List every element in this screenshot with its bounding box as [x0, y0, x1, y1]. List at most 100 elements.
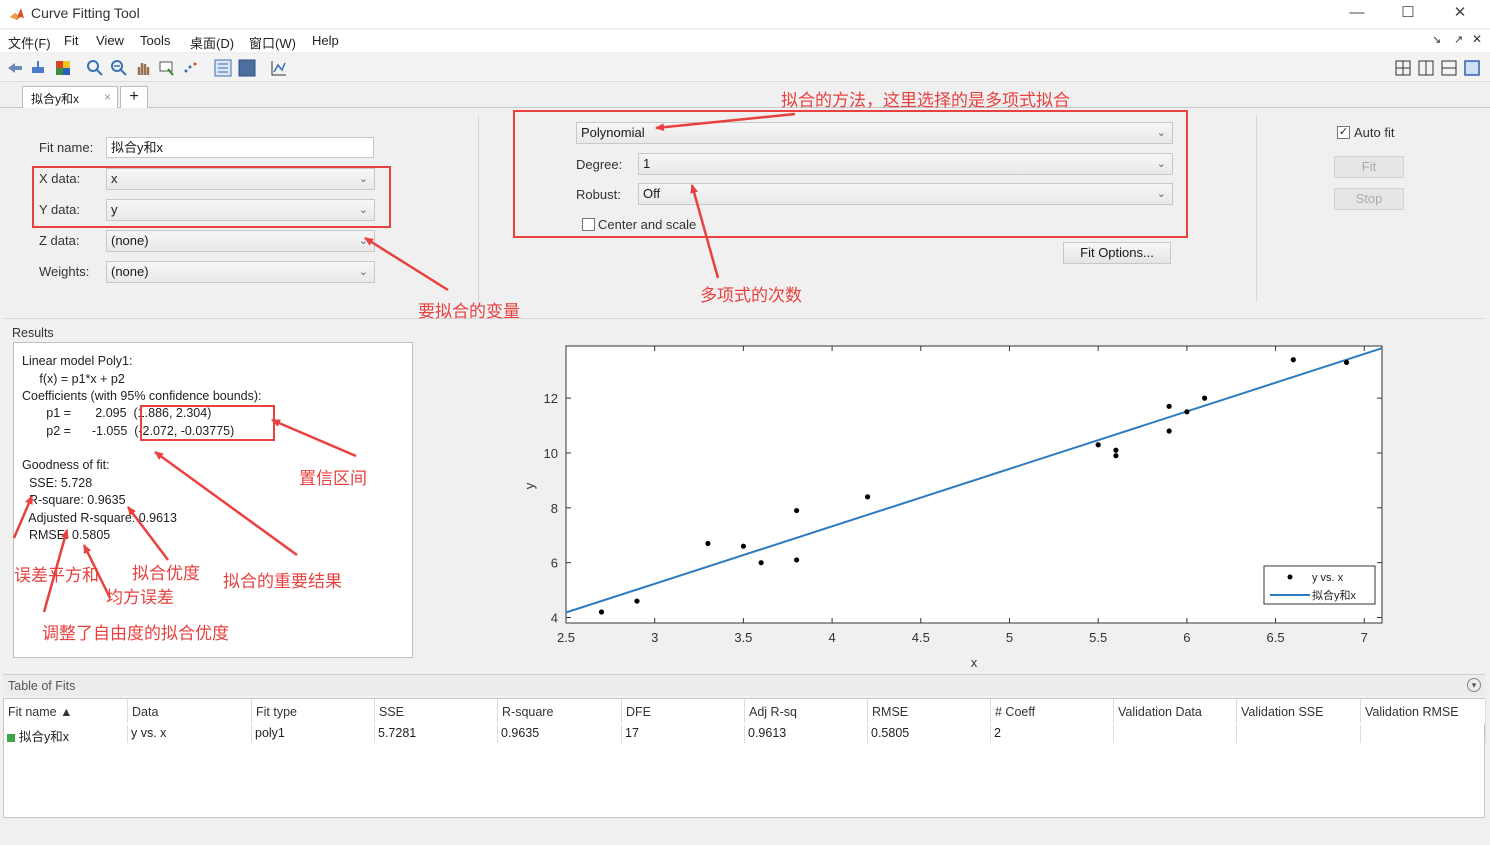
results-line: f(x) = p1*x + p2: [22, 372, 125, 386]
data-point: [705, 540, 711, 547]
main-plot-icon[interactable]: [214, 59, 232, 77]
colormap-icon[interactable]: [54, 59, 72, 77]
annotation-method: 拟合的方法，这里选择的是多项式拟合: [781, 91, 1070, 111]
close-button[interactable]: ✕: [1453, 4, 1467, 21]
y-axis-ticks: 4 6 8 10 12: [544, 391, 1382, 626]
fit-button[interactable]: Fit: [1334, 156, 1404, 178]
annotation-sse: 误差平方和: [14, 566, 99, 586]
table-cell: [1114, 725, 1237, 743]
exclude-outliers-icon[interactable]: [182, 59, 200, 77]
stop-button[interactable]: Stop: [1334, 188, 1404, 210]
toolbar: [0, 54, 1490, 82]
menu-view[interactable]: View: [96, 33, 124, 48]
annotation-variables: 要拟合的变量: [418, 302, 520, 322]
data-point: [1095, 442, 1101, 448]
section-divider: [3, 318, 1485, 319]
table-cell-fit-name[interactable]: 拟合y和x: [4, 725, 128, 744]
data-point: [794, 507, 800, 514]
tab-fit-y-x[interactable]: 拟合y和x ×: [22, 86, 118, 108]
z-data-label: Z data:: [39, 233, 80, 248]
data-point: [864, 494, 871, 500]
table-cell: 0.9635: [498, 725, 622, 743]
auto-fit-label: Auto fit: [1354, 125, 1395, 140]
column-header[interactable]: DFE: [622, 699, 745, 723]
data-point: [740, 543, 746, 549]
results-line: p2 = -1.055 (-2.072, -0.03775): [22, 424, 235, 438]
maximize-button[interactable]: ☐: [1401, 4, 1415, 21]
data-tips-icon[interactable]: [158, 59, 176, 77]
y-data-dropdown[interactable]: y ⌄: [106, 199, 375, 221]
data-point: [1166, 403, 1172, 409]
annotation-degree: 多项式的次数: [700, 286, 802, 306]
column-header[interactable]: SSE: [375, 699, 498, 723]
center-scale-checkbox[interactable]: [582, 218, 595, 231]
column-header[interactable]: Validation SSE: [1237, 699, 1361, 723]
x-data-dropdown[interactable]: x ⌄: [106, 168, 375, 190]
zoom-out-icon[interactable]: [110, 59, 128, 77]
add-tab-button[interactable]: +: [120, 86, 148, 108]
menu-fit[interactable]: Fit: [64, 33, 79, 48]
zoom-in-icon[interactable]: [86, 59, 104, 77]
contour-plot-icon[interactable]: [270, 59, 288, 77]
y-data-label: Y data:: [39, 202, 80, 217]
column-header[interactable]: Fit type: [252, 699, 375, 723]
table-cell: 17: [622, 725, 745, 743]
data-cursor-icon[interactable]: [29, 59, 47, 77]
column-header[interactable]: Data: [128, 699, 252, 723]
left-right-layout-icon[interactable]: [1417, 59, 1435, 77]
single-layout-icon[interactable]: [1463, 59, 1481, 77]
fit-plot[interactable]: 2.5 3 3.5 4 4.5 5 5.5 6 6.5 7 4 6 8 10 12 x y y vs. x…: [500, 330, 1460, 675]
undock-icon[interactable]: ↘: [1432, 34, 1442, 46]
table-cell: [1237, 725, 1361, 743]
data-points: [598, 357, 1350, 615]
menu-window[interactable]: 窗口(W): [249, 36, 296, 51]
pan-icon[interactable]: [134, 59, 152, 77]
tab-close-icon[interactable]: ×: [103, 90, 111, 104]
tile-layout-icon[interactable]: [1394, 59, 1412, 77]
data-point: [1184, 409, 1190, 415]
chevron-down-icon: ⌄: [358, 235, 368, 247]
annotation-key-results: 拟合的重要结果: [223, 572, 342, 592]
weights-dropdown[interactable]: (none) ⌄: [106, 261, 375, 283]
results-line: Linear model Poly1:: [22, 354, 133, 368]
dock-icon[interactable]: ↗: [1454, 34, 1464, 46]
minimize-button[interactable]: —: [1349, 4, 1365, 21]
fit-options-button[interactable]: Fit Options...: [1063, 242, 1171, 264]
menu-help[interactable]: Help: [312, 33, 339, 48]
menu-tools[interactable]: Tools: [140, 33, 171, 48]
column-header[interactable]: Validation Data: [1114, 699, 1237, 723]
fit-data-panel: Fit name: 拟合y和x X data: x ⌄ Y data: y ⌄ Z …: [3, 110, 475, 316]
method-highlight-box: [513, 110, 1188, 238]
chevron-down-icon: ⌄: [1156, 127, 1166, 139]
x-tick-label: 5: [1006, 630, 1013, 645]
column-header[interactable]: Adj R-sq: [745, 699, 868, 723]
legend-entry-data: y vs. x: [1312, 572, 1344, 584]
top-bottom-layout-icon[interactable]: [1440, 59, 1458, 77]
degree-dropdown[interactable]: 1 ⌄: [638, 153, 1173, 175]
residuals-plot-icon[interactable]: [238, 59, 256, 77]
column-header[interactable]: Fit name ▲: [4, 699, 128, 723]
auto-fit-checkbox[interactable]: ✓: [1337, 126, 1350, 139]
column-header[interactable]: Validation RMSE: [1361, 699, 1486, 723]
data-point: [758, 560, 764, 566]
results-line: Coefficients (with 95% confidence bounds…: [22, 389, 262, 403]
back-icon[interactable]: [6, 59, 24, 77]
column-header[interactable]: R-square: [498, 699, 622, 723]
title-bar: Curve Fitting Tool — ☐ ✕: [0, 0, 1490, 28]
z-data-dropdown[interactable]: (none) ⌄: [106, 230, 375, 252]
collapse-icon[interactable]: ▾: [1467, 678, 1481, 692]
matlab-logo-icon: [10, 8, 24, 20]
robust-dropdown[interactable]: Off ⌄: [638, 183, 1173, 205]
menu-desktop[interactable]: 桌面(D): [190, 36, 235, 51]
weights-label: Weights:: [39, 264, 90, 279]
x-axis-ticks: 2.5 3 3.5 4 4.5 5 5.5 6 6.5 7: [557, 346, 1368, 645]
chevron-down-icon: ⌄: [358, 266, 368, 278]
results-line: Adjusted R-square: 0.9613: [22, 511, 177, 525]
data-point: [1343, 359, 1350, 366]
menu-file[interactable]: 文件(F): [8, 36, 51, 51]
column-header[interactable]: RMSE: [868, 699, 991, 723]
column-header[interactable]: # Coeff: [991, 699, 1114, 723]
close-figure-icon[interactable]: ✕: [1472, 32, 1483, 46]
plot-legend: y vs. x 拟合y和x: [1263, 565, 1376, 605]
fit-name-input[interactable]: 拟合y和x: [106, 137, 374, 158]
